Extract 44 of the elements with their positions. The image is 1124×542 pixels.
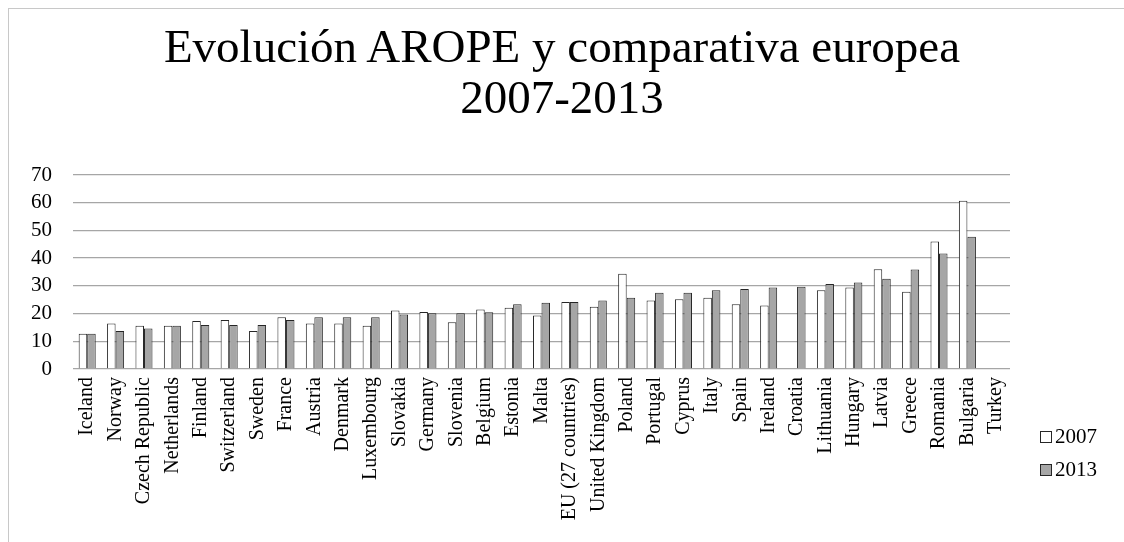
y-tick-label: 20	[31, 300, 52, 325]
x-tick-label: Sweden	[244, 377, 267, 441]
chart-title: Evolución AROPE y comparativa europea 2007-2013	[162, 20, 962, 123]
x-tick-label: Estonia	[500, 376, 523, 437]
x-tick-label: Croatia	[784, 376, 807, 436]
y-tick-label: 50	[31, 216, 52, 241]
x-tick-label: Turkey	[983, 377, 1007, 435]
x-tick-label: Czech Republic	[131, 376, 155, 505]
x-tick-label: Ireland	[755, 377, 778, 434]
x-tick-label: United Kingdom	[585, 376, 609, 512]
x-tick-label: Iceland	[74, 377, 97, 436]
y-tick-label: 70	[31, 161, 52, 186]
x-tick-label: Slovenia	[443, 376, 466, 447]
x-tick-label: Portugal	[642, 376, 666, 445]
x-tick-label: Lithuania	[812, 376, 835, 454]
x-tick-label: Romania	[926, 376, 949, 450]
x-tick-label: Luxembourg	[358, 377, 382, 480]
x-tick-label: EU (27 countries)	[557, 377, 581, 521]
legend-label: 2013	[1055, 457, 1097, 482]
y-tick-label: 0	[41, 355, 52, 380]
x-tick-label: Netherlands	[159, 376, 182, 474]
y-tick-label: 40	[31, 244, 52, 269]
y-tick-label: 10	[31, 327, 52, 352]
x-tick-label: Poland	[613, 377, 636, 433]
text: 2007	[1055, 424, 1097, 449]
x-tick-label: Bulgaria	[954, 376, 978, 446]
x-tick-label: Greece	[897, 376, 920, 434]
x-tick-label: Cyprus	[670, 376, 694, 435]
x-tick-label: Italy	[699, 377, 723, 414]
x-tick-label: Hungary	[841, 377, 865, 447]
x-tick-label: Spain	[727, 377, 751, 423]
x-tick-label: Latvia	[869, 376, 892, 429]
x-tick-label: Finland	[188, 377, 211, 439]
x-tick-label: France	[273, 376, 296, 432]
x-tick-label: Malta	[528, 376, 551, 424]
y-tick-label: 30	[31, 272, 52, 297]
x-tick-label: Switzerland	[216, 377, 239, 473]
x-tick-label: Slovakia	[386, 376, 409, 447]
y-tick-label: 60	[31, 189, 52, 214]
x-tick-label: Austria	[301, 376, 324, 436]
x-tick-label: Germany	[415, 377, 439, 452]
x-tick-label: Belgium	[471, 376, 495, 446]
x-tick-label: Denmark	[329, 377, 352, 452]
x-tick-label: Norway	[102, 377, 126, 442]
